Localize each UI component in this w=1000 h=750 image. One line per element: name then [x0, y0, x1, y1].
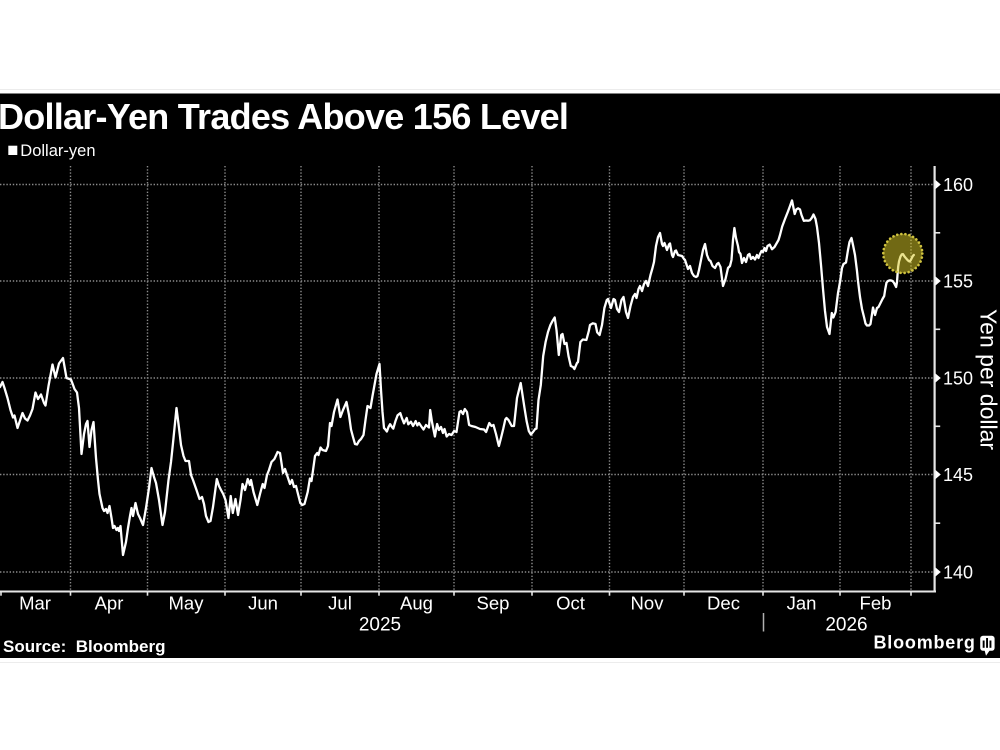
svg-text:Jun: Jun: [248, 593, 278, 614]
svg-text:Source: Bloomberg: Source: Bloomberg: [3, 637, 165, 656]
svg-text:Bloomberg: Bloomberg: [874, 633, 976, 653]
svg-text:Dollar-Yen Trades Above 156 Le: Dollar-Yen Trades Above 156 Level: [0, 96, 568, 137]
svg-text:Jul: Jul: [328, 593, 352, 614]
svg-text:145: 145: [943, 465, 973, 485]
svg-text:Oct: Oct: [556, 593, 585, 614]
svg-text:140: 140: [943, 562, 973, 582]
svg-text:Feb: Feb: [860, 593, 892, 614]
svg-text:Mar: Mar: [19, 593, 51, 614]
svg-text:Nov: Nov: [631, 593, 665, 614]
svg-text:150: 150: [943, 368, 973, 388]
svg-text:160: 160: [943, 175, 973, 195]
svg-text:Dec: Dec: [707, 593, 740, 614]
svg-text:Jan: Jan: [787, 593, 817, 614]
svg-text:155: 155: [943, 271, 973, 291]
svg-text:Aug: Aug: [400, 593, 433, 614]
svg-text:Dollar-yen: Dollar-yen: [20, 142, 95, 160]
svg-text:Apr: Apr: [95, 593, 124, 614]
svg-text:Yen per dollar: Yen per dollar: [976, 309, 1000, 450]
svg-text:May: May: [169, 593, 205, 614]
svg-text:2025: 2025: [359, 615, 401, 636]
svg-text:2026: 2026: [825, 615, 867, 636]
svg-text:Sep: Sep: [477, 593, 510, 614]
